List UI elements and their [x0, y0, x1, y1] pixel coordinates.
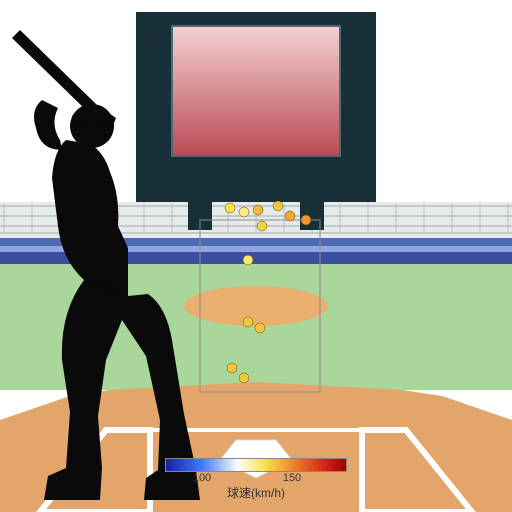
pitch-marker [255, 323, 265, 333]
legend-ticks: 100 150 [166, 472, 346, 486]
pitch-marker [253, 205, 263, 215]
pitch-marker [273, 201, 283, 211]
speed-legend: 100 150 球速(km/h) [165, 458, 347, 501]
pitch-marker [285, 211, 295, 221]
pitch-marker [225, 203, 235, 213]
legend-gradient-bar [165, 458, 347, 472]
scoreboard-screen [172, 26, 340, 156]
pitch-marker [239, 207, 249, 217]
pitch-marker [257, 221, 267, 231]
pitch-marker [243, 255, 253, 265]
pitch-marker [239, 373, 249, 383]
pitch-marker [227, 363, 237, 373]
legend-tick: 100 [193, 472, 211, 484]
pitch-marker [301, 215, 311, 225]
scene-svg [0, 0, 512, 512]
legend-unit-label: 球速(km/h) [227, 484, 285, 501]
chart-root: 100 150 球速(km/h) [0, 0, 512, 512]
pitch-marker [243, 317, 253, 327]
legend-tick: 150 [283, 472, 301, 484]
mound-dirt [184, 286, 328, 326]
